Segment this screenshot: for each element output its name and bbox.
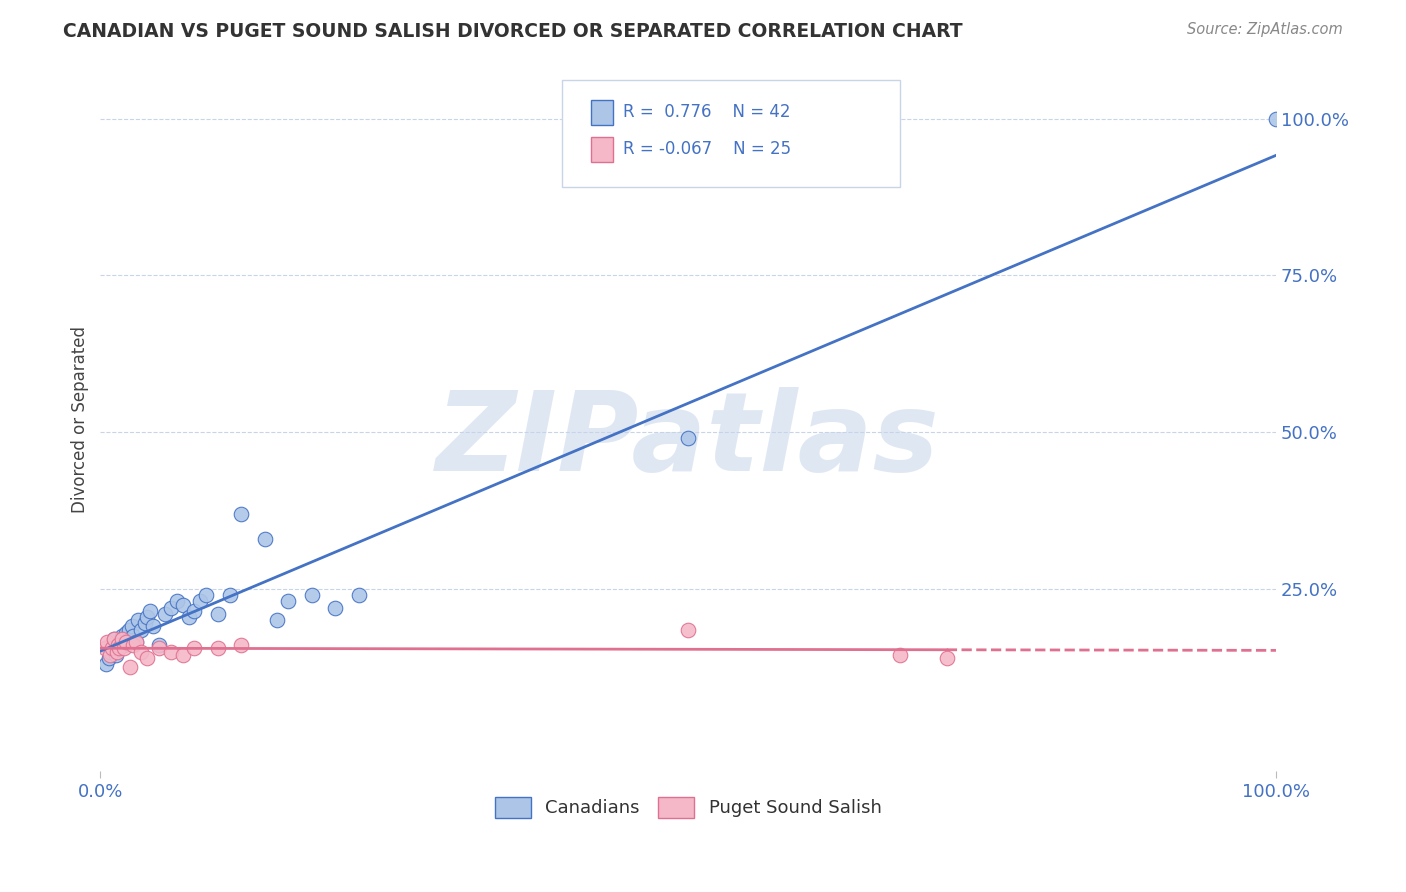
Point <box>104 648 127 662</box>
Point <box>96 657 118 672</box>
Point <box>183 604 205 618</box>
Point <box>183 641 205 656</box>
Text: R =  0.776    N = 42: R = 0.776 N = 42 <box>623 103 790 120</box>
Point <box>98 648 121 662</box>
Point <box>124 635 146 649</box>
Point <box>124 635 146 649</box>
Point <box>107 638 129 652</box>
Point <box>325 600 347 615</box>
Point <box>131 623 153 637</box>
Point <box>148 641 170 656</box>
Point <box>935 650 957 665</box>
Point <box>188 594 211 608</box>
Point <box>110 635 132 649</box>
Text: Source: ZipAtlas.com: Source: ZipAtlas.com <box>1187 22 1343 37</box>
Point <box>101 641 124 656</box>
Point <box>172 598 194 612</box>
Text: ZIPatlas: ZIPatlas <box>436 387 941 494</box>
Point <box>160 600 183 615</box>
Point <box>103 632 125 646</box>
Point <box>115 625 138 640</box>
Point <box>118 660 141 674</box>
Point <box>112 641 135 656</box>
Point <box>134 616 156 631</box>
Point <box>177 610 200 624</box>
Point <box>96 635 118 649</box>
Point <box>142 619 165 633</box>
Point <box>101 638 124 652</box>
Point <box>117 623 139 637</box>
Point <box>103 632 125 646</box>
Point <box>676 431 699 445</box>
Point <box>136 650 159 665</box>
Point <box>676 623 699 637</box>
Legend: Canadians, Puget Sound Salish: Canadians, Puget Sound Salish <box>488 789 889 825</box>
Point <box>266 613 288 627</box>
Text: R = -0.067    N = 25: R = -0.067 N = 25 <box>623 140 792 158</box>
Point <box>207 607 229 621</box>
Y-axis label: Divorced or Separated: Divorced or Separated <box>72 326 89 513</box>
Point <box>138 604 160 618</box>
Point <box>131 644 153 658</box>
Point <box>160 644 183 658</box>
Point <box>115 635 138 649</box>
Point <box>108 641 131 656</box>
Point <box>127 613 149 627</box>
Point <box>98 644 121 658</box>
Text: CANADIAN VS PUGET SOUND SALISH DIVORCED OR SEPARATED CORRELATION CHART: CANADIAN VS PUGET SOUND SALISH DIVORCED … <box>63 22 963 41</box>
Point <box>112 638 135 652</box>
Point <box>105 644 128 658</box>
Point <box>121 619 143 633</box>
Point <box>889 648 911 662</box>
Point <box>110 629 132 643</box>
Point <box>207 641 229 656</box>
Point <box>172 648 194 662</box>
Point <box>231 638 253 652</box>
Point <box>347 588 370 602</box>
Point <box>94 641 117 656</box>
Point <box>118 632 141 646</box>
Point <box>195 588 218 602</box>
Point <box>122 638 145 652</box>
Point <box>301 588 323 602</box>
Point <box>1265 112 1288 126</box>
Point <box>97 650 120 665</box>
Point <box>107 641 129 656</box>
Point <box>218 588 240 602</box>
Point <box>153 607 176 621</box>
Point <box>277 594 299 608</box>
Point <box>148 638 170 652</box>
Point <box>122 629 145 643</box>
Point <box>166 594 188 608</box>
Point <box>136 610 159 624</box>
Point <box>231 507 253 521</box>
Point <box>253 532 276 546</box>
Point <box>110 632 132 646</box>
